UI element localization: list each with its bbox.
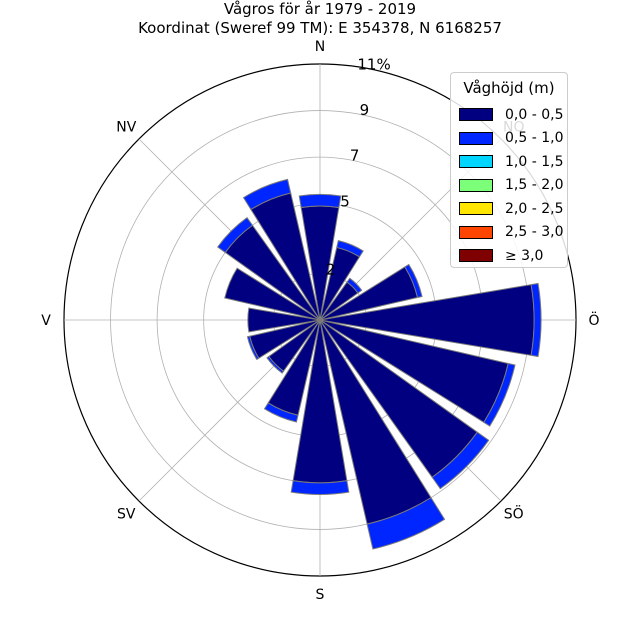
legend-swatch bbox=[459, 249, 493, 263]
rose-bar-157.5-bin-1 bbox=[366, 496, 446, 550]
rose-bar-90-bin-1 bbox=[530, 282, 542, 358]
rose-bar-135-bin-1 bbox=[431, 431, 490, 490]
rose-bar-337.5-bin-1 bbox=[242, 178, 292, 211]
legend-rows: 0,0 - 0,5 0,5 - 1,0 1,0 - 1,5 1,5 - 2,0 2,0 … bbox=[459, 103, 563, 268]
rose-bar-270-bin-0 bbox=[247, 307, 321, 333]
direction-label: SÖ bbox=[504, 505, 524, 523]
ring-tick-label: 7 bbox=[350, 147, 360, 165]
legend-label: 2,0 - 2,5 bbox=[505, 200, 564, 217]
legend-swatch bbox=[459, 155, 493, 169]
legend-item: 0,0 - 0,5 bbox=[459, 103, 563, 127]
rose-bar-225-bin-1 bbox=[266, 355, 285, 374]
legend-label: 1,5 - 2,0 bbox=[505, 177, 564, 194]
ring-tick-label: 11% bbox=[357, 56, 390, 74]
legend-title: Våghöjd (m) bbox=[463, 79, 555, 97]
rose-bar-292.5-bin-0 bbox=[224, 267, 321, 321]
chart-subtitle: Koordinat (Sweref 99 TM): E 354378, N 61… bbox=[138, 19, 502, 37]
direction-label: V bbox=[41, 313, 51, 329]
legend-item: 2,0 - 2,5 bbox=[459, 197, 563, 221]
legend-item: 1,0 - 1,5 bbox=[459, 150, 563, 174]
legend-label: 0,0 - 0,5 bbox=[505, 106, 564, 123]
ring-tick-label: 5 bbox=[340, 192, 350, 210]
legend-swatch bbox=[459, 131, 493, 145]
direction-label: SV bbox=[117, 507, 136, 523]
legend-label: 0,5 - 1,0 bbox=[505, 130, 564, 147]
legend-item: 0,5 - 1,0 bbox=[459, 127, 563, 151]
direction-label: S bbox=[316, 587, 325, 603]
rose-bars bbox=[216, 178, 542, 550]
legend-swatch bbox=[459, 225, 493, 239]
legend-swatch bbox=[459, 108, 493, 122]
rose-bar-180-bin-1 bbox=[290, 480, 350, 496]
legend-swatch bbox=[459, 178, 493, 192]
ring-tick-label: 2 bbox=[326, 261, 336, 279]
legend-swatch bbox=[459, 202, 493, 216]
direction-label: NV bbox=[116, 119, 136, 135]
chart-title: Vågros för år 1979 - 2019 bbox=[223, 0, 417, 18]
legend-item: ≥ 3,0 bbox=[459, 244, 559, 268]
rose-bar-247.5-bin-1 bbox=[246, 335, 260, 361]
rose-bar-45-bin-1 bbox=[346, 277, 363, 294]
chart-title-block: Vågros för år 1979 - 2019 Koordinat (Swe… bbox=[0, 0, 640, 38]
legend-item: 1,5 - 2,0 bbox=[459, 174, 563, 198]
legend-item: 2,5 - 3,0 bbox=[459, 221, 563, 245]
direction-label: N bbox=[315, 39, 325, 55]
rose-bar-67.5-bin-1 bbox=[404, 263, 423, 299]
rose-bar-202.5-bin-1 bbox=[263, 402, 299, 423]
legend: Våghöjd (m) 0,0 - 0,5 0,5 - 1,0 1,0 - 1,5 1… bbox=[450, 72, 568, 268]
ring-tick-label: 9 bbox=[360, 101, 370, 119]
direction-label: Ö bbox=[588, 311, 599, 329]
rose-bar-315-bin-1 bbox=[216, 216, 254, 254]
rose-bar-112.5-bin-1 bbox=[483, 362, 516, 427]
legend-label: 1,0 - 1,5 bbox=[505, 153, 564, 170]
legend-label: ≥ 3,0 bbox=[505, 247, 544, 264]
rose-bar-0-bin-1 bbox=[298, 193, 342, 209]
rose-bar-22.5-bin-1 bbox=[336, 240, 364, 258]
legend-label: 2,5 - 3,0 bbox=[505, 224, 564, 241]
